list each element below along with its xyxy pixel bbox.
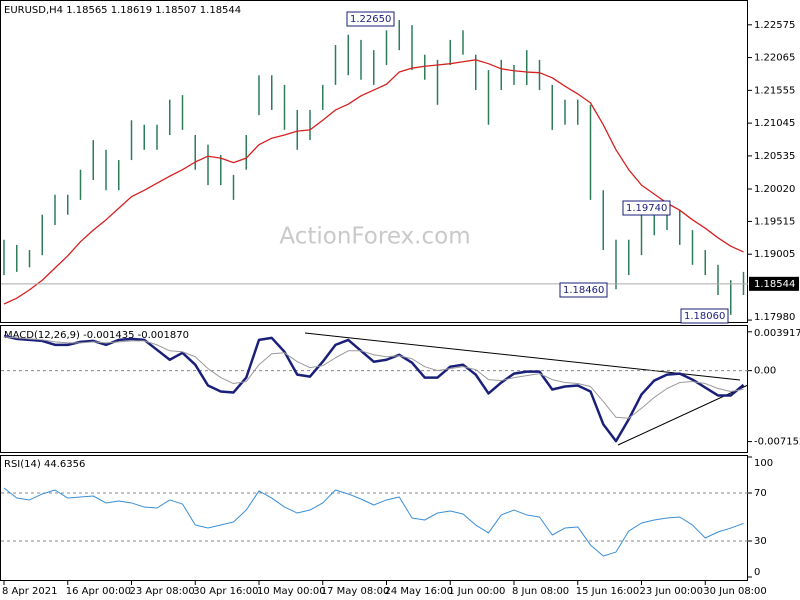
annotation-box	[346, 11, 395, 27]
y-tick-label: 70	[754, 488, 767, 499]
y-tick-label: 1.21045	[754, 118, 795, 129]
annotation-box	[680, 308, 729, 324]
x-tick-label: 10 May 00:00	[257, 586, 326, 597]
x-tick-label: 30 Jun 08:00	[703, 586, 767, 597]
y-tick-label: 1.20020	[754, 184, 795, 195]
x-tick-label: 8 Apr 2021	[2, 586, 57, 597]
x-tick-label: 16 Apr 00:00	[66, 586, 131, 597]
rsi-panel	[0, 455, 748, 581]
x-tick-label: 23 Apr 08:00	[130, 586, 195, 597]
annotation: 1.19740	[626, 203, 667, 214]
y-tick-label: 1.19515	[754, 216, 795, 227]
annotation-box	[622, 200, 671, 216]
y-tick-label: 0	[754, 567, 760, 578]
rsi-title: RSI(14) 44.6356	[4, 459, 85, 470]
y-tick-label: 100	[754, 458, 773, 469]
x-tick-label: 23 Jun 00:00	[640, 586, 704, 597]
annotation: 1.18060	[684, 311, 725, 322]
current-price-label: 1.18544	[754, 279, 795, 290]
annotation: 1.18460	[563, 285, 604, 296]
y-tick-label: 1.22065	[754, 53, 795, 64]
series-line	[3, 336, 744, 419]
y-tick-label: 30	[754, 536, 767, 547]
annotation-box	[559, 282, 608, 298]
x-tick-label: 15 Jun 16:00	[576, 586, 640, 597]
y-tick-label: 1.19005	[754, 249, 795, 260]
watermark: ActionForex.com	[279, 224, 470, 250]
y-tick-label: 1.21555	[754, 85, 795, 96]
trend-line	[304, 332, 741, 381]
series-line	[3, 334, 745, 443]
moving-average	[3, 59, 744, 305]
macd-panel	[0, 325, 748, 453]
series-line	[3, 487, 744, 557]
y-tick-label: 0.003917	[754, 328, 800, 339]
chart-title: EURUSD,H4 1.18565 1.18619 1.18507 1.1854…	[4, 5, 241, 16]
x-tick-label: 24 May 16:00	[385, 586, 454, 597]
x-tick-label: 17 May 08:00	[321, 586, 390, 597]
macd-title: MACD(12,26,9) -0.001435 -0.001870	[4, 330, 189, 341]
x-tick-label: 1 Jun 00:00	[448, 586, 505, 597]
y-tick-label: 1.17980	[754, 312, 795, 323]
x-tick-label: 30 Apr 16:00	[193, 586, 258, 597]
x-tick-label: 8 Jun 08:00	[512, 586, 569, 597]
annotation: 1.22650	[350, 14, 391, 25]
y-tick-label: 0.00	[754, 366, 776, 377]
y-tick-label: 1.20535	[754, 151, 795, 162]
current-price-box	[749, 276, 799, 291]
price-panel	[0, 0, 748, 323]
y-tick-label: 1.22575	[754, 20, 795, 31]
y-tick-label: -0.007152	[754, 437, 800, 448]
